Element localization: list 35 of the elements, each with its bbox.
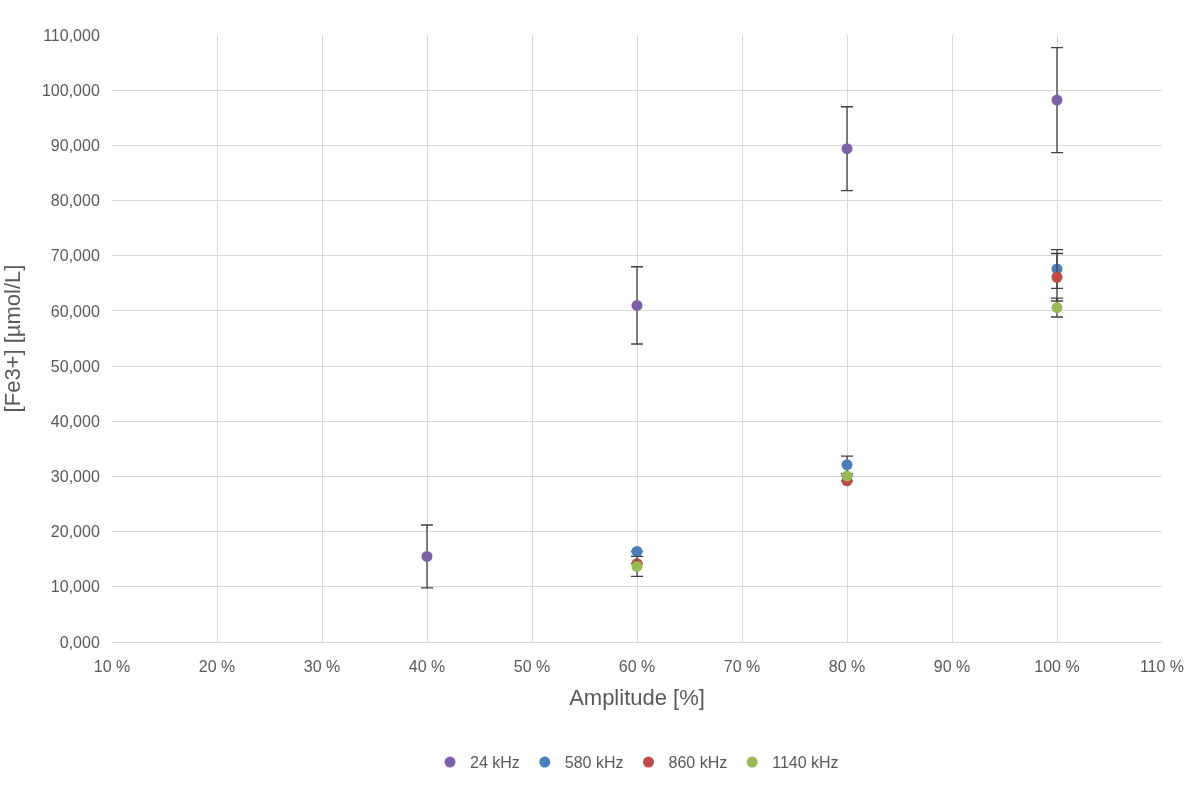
y-tick-label: 0,000 xyxy=(59,633,100,651)
point xyxy=(631,546,643,557)
x-tick-label: 30 % xyxy=(303,658,341,676)
y-tick-label: 90,000 xyxy=(50,136,100,154)
legend-label: 24 kHz xyxy=(470,754,520,772)
y-tick-label: 50,000 xyxy=(50,357,100,375)
y-tick-label: 60,000 xyxy=(50,302,100,320)
y-tick-label: 20,000 xyxy=(50,523,100,541)
x-tick-label: 80 % xyxy=(828,658,866,676)
x-tick-label: 110 % xyxy=(1139,658,1185,676)
point xyxy=(421,550,433,562)
y-tick-label: 70,000 xyxy=(50,247,100,265)
x-tick-label: 70 % xyxy=(723,658,761,676)
y-tick-label: 10,000 xyxy=(50,578,100,596)
x-axis-title: Amplitude [%] xyxy=(569,685,705,711)
legend-label: 1140 kHz xyxy=(772,754,839,772)
x-tick-label: 60 % xyxy=(618,658,656,676)
legend-label: 580 kHz xyxy=(564,754,624,772)
point xyxy=(841,143,853,155)
x-tick-label: 10 % xyxy=(93,658,131,676)
x-tick-label: 20 % xyxy=(198,658,236,676)
x-tick-label: 40 % xyxy=(408,658,446,676)
y-tick-label: 100,000 xyxy=(41,81,100,99)
point xyxy=(1051,271,1063,283)
legend-label: 860 kHz xyxy=(668,754,728,772)
y-tick-label: 30,000 xyxy=(50,468,100,486)
x-tick-label: 50 % xyxy=(513,658,551,676)
x-tick-label: 100 % xyxy=(1034,658,1080,676)
point xyxy=(1051,94,1063,106)
y-tick-label: 80,000 xyxy=(50,192,100,210)
x-tick-label: 90 % xyxy=(933,658,971,676)
y-axis-title: [Fe3+] [µmol/L] xyxy=(0,264,25,413)
point xyxy=(631,299,643,311)
y-tick-label: 110,000 xyxy=(43,26,100,44)
y-tick-label: 40,000 xyxy=(50,412,100,430)
